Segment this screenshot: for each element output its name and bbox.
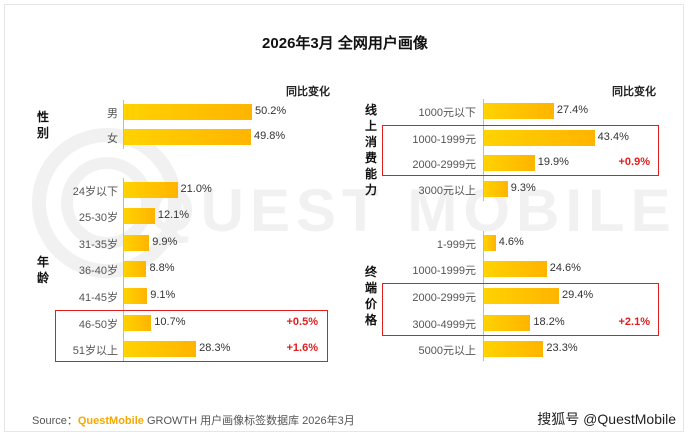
- category-label: 5000元以上: [418, 345, 476, 357]
- bar: [484, 181, 508, 197]
- source-text: GROWTH 用户画像标签数据库 2026年3月: [146, 415, 355, 427]
- bar: [124, 129, 251, 145]
- category-label: 1000-1999元: [412, 134, 476, 146]
- highlight-box: [55, 310, 328, 362]
- data-label: 10.7%: [154, 316, 186, 328]
- bar: [124, 208, 155, 224]
- category-label: 36-40岁: [78, 265, 118, 277]
- data-label: 49.8%: [253, 130, 286, 142]
- data-label: 28.3%: [199, 342, 231, 354]
- change-label: +0.9%: [618, 156, 651, 168]
- bar: [124, 235, 150, 251]
- group-label: 年龄: [36, 254, 49, 285]
- data-label: 4.6%: [498, 236, 524, 248]
- left-change-header: 同比变化: [286, 86, 330, 98]
- bar: [484, 341, 544, 357]
- bar: [484, 155, 535, 171]
- axis-line: [483, 99, 484, 201]
- category-label: 2000-2999元: [412, 292, 476, 304]
- group-label: 终端价格: [364, 265, 377, 327]
- group-label: 线上消费能力: [364, 103, 377, 197]
- source-brand: QuestMobile: [77, 415, 144, 427]
- data-label: 18.2%: [533, 316, 565, 328]
- data-label: 9.3%: [510, 182, 536, 194]
- bar: [124, 288, 148, 304]
- bar: [124, 341, 197, 357]
- highlight-box: [382, 125, 659, 176]
- category-label: 1000-1999元: [412, 265, 476, 277]
- category-label: 25-30岁: [78, 212, 118, 224]
- category-label: 31-35岁: [78, 239, 118, 251]
- axis-line: [123, 100, 124, 149]
- data-label: 23.3%: [546, 342, 578, 354]
- bar: [484, 288, 559, 304]
- category-label: 1-999元: [436, 239, 476, 251]
- data-label: 50.2%: [255, 105, 287, 117]
- right-change-header: 同比变化: [612, 86, 656, 98]
- category-label: 41-45岁: [78, 292, 118, 304]
- bar: [484, 261, 547, 277]
- category-label: 3000-4999元: [412, 319, 476, 331]
- data-label: 21.0%: [180, 183, 212, 195]
- category-label: 24岁以下: [72, 186, 118, 198]
- data-label: 43.4%: [597, 131, 629, 143]
- data-label: 9.9%: [152, 236, 178, 248]
- category-label: 51岁以上: [72, 345, 118, 357]
- category-label: 46-50岁: [78, 319, 118, 331]
- credit-watermark: 搜狐号 @QuestMobile: [537, 411, 676, 427]
- category-label: 3000元以上: [418, 185, 476, 197]
- change-label: +1.6%: [286, 342, 319, 354]
- axis-line: [483, 231, 484, 361]
- bar: [124, 104, 252, 120]
- data-label: 9.1%: [150, 289, 176, 301]
- category-label: 男: [107, 108, 118, 120]
- bar: [124, 182, 178, 198]
- data-label: 19.9%: [537, 156, 569, 168]
- category-label: 2000-2999元: [412, 159, 476, 171]
- change-label: +2.1%: [618, 316, 651, 328]
- change-label: +0.5%: [286, 316, 319, 328]
- highlight-box: [382, 283, 659, 336]
- data-label: 8.8%: [149, 262, 175, 274]
- data-label: 12.1%: [157, 209, 190, 221]
- bar: [484, 315, 531, 331]
- data-label: 24.6%: [549, 262, 581, 274]
- group-label: 性别: [36, 109, 49, 140]
- bar: [484, 130, 595, 146]
- bar: [124, 261, 147, 277]
- category-label: 女: [107, 133, 118, 145]
- data-label: 27.4%: [556, 104, 589, 116]
- source-prefix: Source：: [32, 415, 78, 427]
- bar: [484, 103, 554, 119]
- watermark-logo-icon: [32, 128, 182, 278]
- chart-title: 2026年3月 全网用户画像: [262, 35, 428, 52]
- source-note: Source：QuestMobile GROWTH 用户画像标签数据库 2026…: [32, 412, 355, 428]
- category-label: 1000元以下: [418, 107, 476, 119]
- bar: [484, 235, 496, 251]
- axis-line: [123, 178, 124, 361]
- data-label: 29.4%: [561, 289, 594, 301]
- figure-frame: [4, 4, 684, 432]
- bar: [124, 315, 152, 331]
